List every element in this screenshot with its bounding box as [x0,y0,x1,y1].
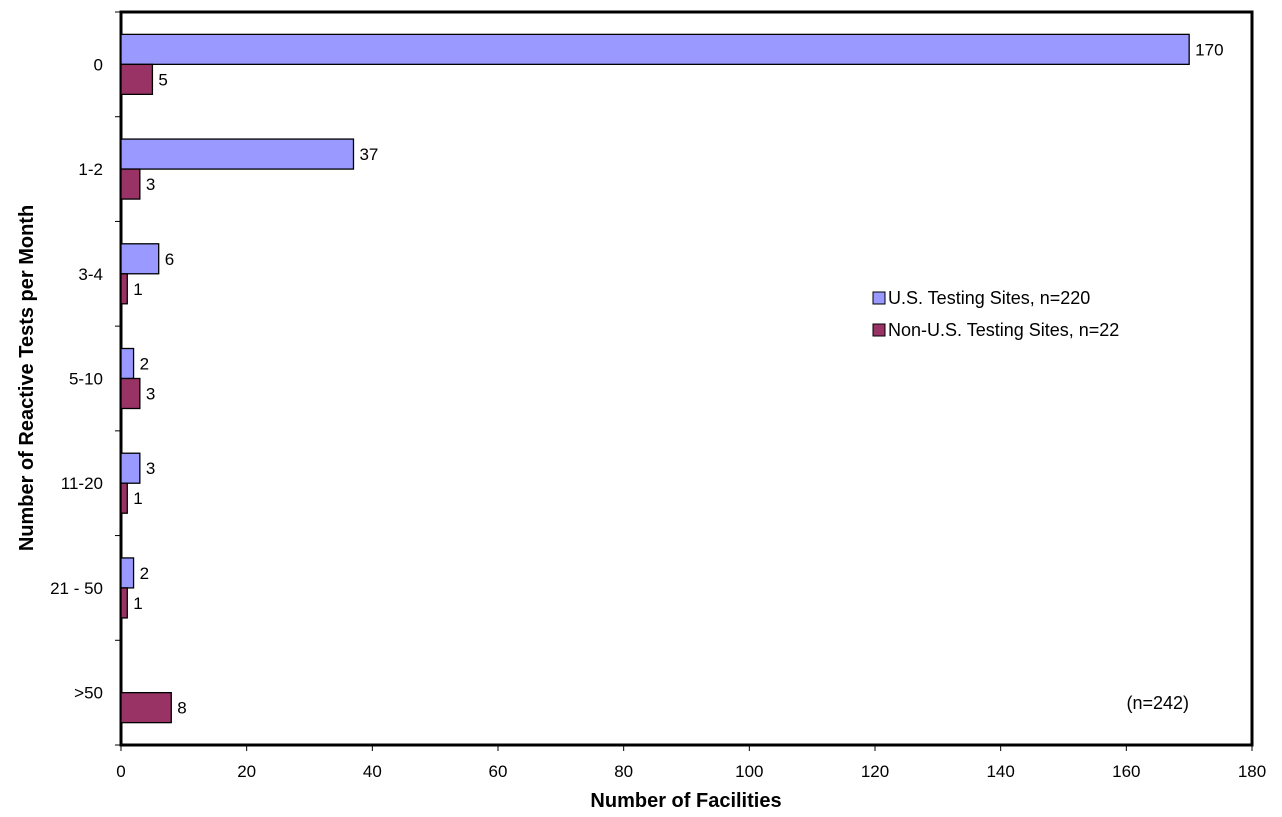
bar-non-us [120,273,128,305]
bar-non-us [120,691,172,724]
data-label: 1 [133,280,142,299]
y-category-label: 3-4 [78,265,103,284]
bar-us [120,557,135,589]
data-label: 2 [140,355,149,374]
y-category-label: 0 [94,55,103,74]
bar-us [120,33,1190,66]
x-axis-title: Number of Facilities [590,790,781,812]
x-axis-ticks [120,745,1253,751]
x-tick-label: 0 [116,762,125,781]
bar-non-us [120,587,128,619]
data-label: 6 [165,250,174,269]
x-tick-label: 100 [735,762,763,781]
bar-us [120,138,355,170]
sample-size-note: (n=242) [1126,693,1189,713]
data-label: 3 [146,175,155,194]
y-axis-title: Number of Reactive Tests per Month [16,205,38,551]
data-label: 5 [158,70,167,89]
data-label: 170 [1195,40,1223,59]
legend-label-us: U.S. Testing Sites, n=220 [888,288,1090,308]
data-label: 3 [146,459,155,478]
bars [120,33,1190,724]
x-tick-label: 40 [363,762,382,781]
data-label: 37 [359,145,378,164]
x-tick-label: 20 [237,762,256,781]
x-tick-label: 180 [1238,762,1266,781]
legend-swatch-non-us [872,323,886,337]
y-axis-ticks [115,11,121,746]
bar-non-us [120,168,141,200]
y-category-label: 21 - 50 [50,579,103,598]
bar-us [120,243,160,275]
y-category-label: >50 [74,684,103,703]
x-tick-labels: 0 20 40 60 80 100 120 140 160 180 [116,762,1266,781]
legend-label-non-us: Non-U.S. Testing Sites, n=22 [888,320,1119,340]
bar-non-us [120,63,154,96]
x-tick-label: 120 [861,762,889,781]
x-tick-label: 60 [489,762,508,781]
bar-us [120,347,135,380]
legend: U.S. Testing Sites, n=220 Non-U.S. Testi… [872,288,1119,340]
x-tick-label: 80 [614,762,633,781]
y-category-label: 1-2 [78,160,103,179]
legend-swatch-us [872,291,886,305]
x-tick-label: 160 [1112,762,1140,781]
bar-us [120,452,141,484]
data-label: 1 [133,594,142,613]
y-category-label: 11-20 [61,474,103,493]
bar-non-us [120,482,128,514]
x-tick-label: 140 [986,762,1014,781]
plot-area [119,10,1254,747]
bar-non-us [120,377,141,410]
y-category-label: 5-10 [69,370,103,389]
y-category-labels: 0 1-2 3-4 5-10 11-20 21 - 50 >50 [50,55,103,702]
data-label: 3 [146,385,155,404]
data-label: 8 [177,699,186,718]
data-label: 1 [133,489,142,508]
data-label: 2 [140,564,149,583]
